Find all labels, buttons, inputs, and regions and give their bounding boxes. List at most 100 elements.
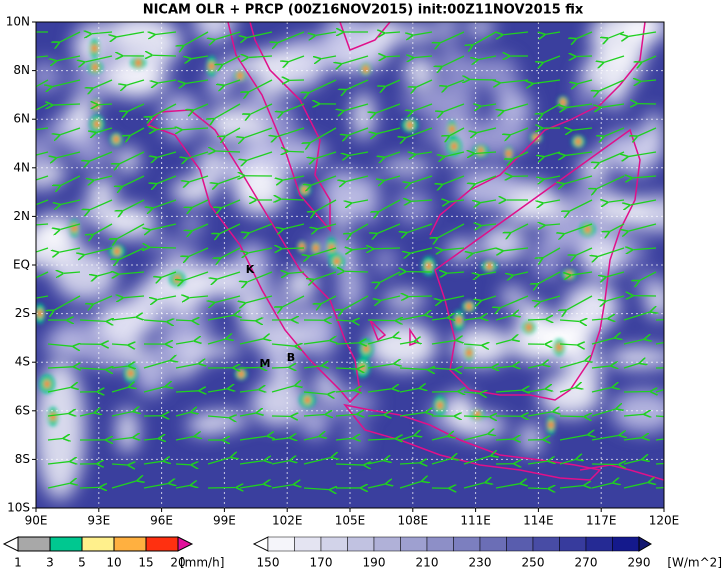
colorbar-arrow — [2, 536, 19, 552]
wind-vector — [473, 31, 497, 45]
wind-vector — [53, 104, 81, 105]
colorbar-bin — [532, 536, 560, 552]
wind-vector — [207, 457, 230, 465]
colorbar-bin — [585, 536, 613, 552]
wind-vector — [247, 31, 273, 38]
wind-vector — [194, 103, 209, 110]
wind-vector — [310, 247, 337, 256]
rain-cell — [72, 225, 76, 231]
wind-vector — [239, 413, 256, 417]
lon-label: 108E — [398, 514, 429, 528]
colorbar-arrow — [177, 536, 194, 552]
cloud — [479, 225, 526, 262]
wind-vector — [655, 438, 664, 441]
wind-vector — [271, 461, 289, 465]
colorbar-bin — [81, 536, 115, 552]
wind-vector — [191, 56, 209, 59]
wind-vector — [591, 409, 616, 417]
wind-vector — [217, 271, 241, 279]
wind-vector — [482, 224, 497, 226]
wind-vector — [175, 364, 198, 369]
wind-vector — [463, 434, 488, 441]
rain-cell — [136, 60, 140, 66]
wind-vector — [303, 415, 325, 416]
rain-cell — [115, 248, 119, 254]
wind-vector — [175, 464, 191, 465]
rain-cell — [427, 263, 431, 269]
wind-vector — [604, 55, 625, 62]
wind-vector — [495, 315, 512, 321]
wind-vector — [367, 389, 392, 393]
wind-vector — [79, 487, 99, 488]
colorbar-label: 10 — [106, 556, 121, 570]
colorbar-bin — [612, 536, 640, 552]
cloud — [531, 235, 565, 281]
wind-vector — [608, 200, 625, 202]
wind-vector — [303, 436, 319, 441]
wind-vector — [314, 271, 337, 280]
colorbar-label: 270 — [575, 556, 598, 570]
wind-vector — [309, 79, 337, 93]
wind-vector — [623, 363, 639, 369]
cloud — [539, 373, 601, 417]
station-label: M — [260, 357, 271, 370]
wind-vector — [250, 103, 273, 114]
wind-vector — [540, 295, 561, 302]
wind-vector — [514, 271, 529, 275]
wind-vector — [544, 199, 561, 203]
wind-vector — [413, 103, 433, 111]
wind-vector — [335, 343, 359, 344]
wind-vector — [335, 464, 363, 465]
wind-vector — [495, 340, 512, 345]
wind-vector — [385, 79, 401, 86]
wind-vector — [184, 271, 209, 280]
lat-label: 6N — [13, 112, 30, 126]
wind-vector — [175, 341, 194, 345]
wind-vector — [500, 80, 529, 83]
wind-vector — [239, 436, 267, 441]
wind-vector — [54, 295, 81, 310]
wind-vector — [416, 79, 433, 87]
wind-vector — [409, 296, 433, 297]
wind-vector — [349, 151, 369, 155]
rain-cell — [467, 350, 471, 356]
wind-vector — [64, 272, 81, 273]
wind-vector — [57, 55, 81, 61]
wind-vector — [367, 415, 384, 416]
wind-vector — [623, 483, 648, 489]
wind-vector — [399, 342, 414, 344]
cloud — [322, 22, 371, 55]
wind-vector — [447, 272, 465, 273]
wind-vector — [598, 247, 625, 257]
wind-vector — [303, 341, 329, 345]
wind-vector — [151, 223, 177, 230]
wind-vector — [411, 175, 433, 183]
cloud — [438, 22, 456, 35]
wind-vector — [277, 127, 305, 137]
cloud — [160, 311, 213, 340]
wind-vector — [36, 271, 49, 279]
wind-vector — [111, 366, 128, 368]
cloud — [404, 56, 435, 88]
wind-vector — [559, 320, 579, 321]
rain-cell — [586, 226, 590, 232]
wind-vector — [111, 344, 128, 345]
cloud — [500, 285, 525, 307]
wind-vector — [79, 413, 94, 417]
rain-cell — [38, 311, 42, 317]
wind-vector — [157, 151, 177, 157]
wind-vector — [184, 31, 209, 45]
wind-vector — [352, 223, 369, 233]
wind-vector — [543, 55, 561, 62]
wind-vector — [414, 56, 433, 58]
station-label: K — [246, 263, 255, 276]
wind-vector — [503, 32, 529, 35]
cloud — [105, 331, 142, 345]
wind-vector — [566, 103, 593, 108]
wind-vector — [303, 488, 329, 490]
wind-vector — [567, 295, 593, 310]
wind-vector — [119, 247, 145, 260]
colorbar-bin — [347, 536, 375, 552]
wind-vector — [545, 224, 561, 225]
rain-cell — [561, 99, 565, 105]
